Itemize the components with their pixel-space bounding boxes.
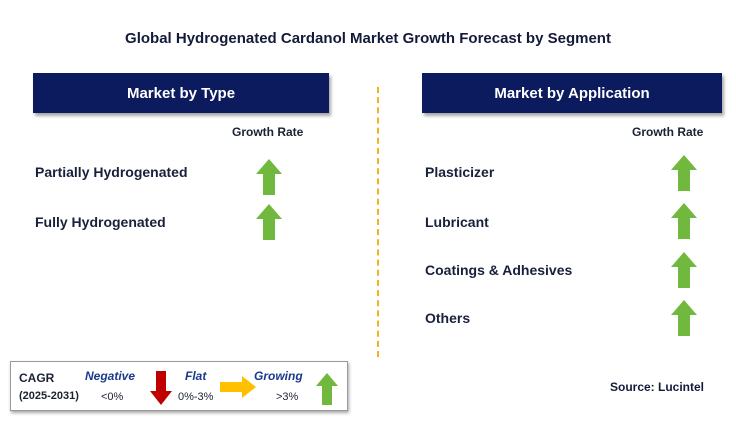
up-arrow-icon xyxy=(671,252,697,288)
right-panel-header: Market by Application xyxy=(422,73,722,113)
page-title: Global Hydrogenated Cardanol Market Grow… xyxy=(125,30,611,47)
up-arrow-icon xyxy=(671,300,697,336)
right-item-label-3: Others xyxy=(425,310,471,326)
left-item-label-1: Fully Hydrogenated xyxy=(35,214,166,230)
right-item-label-1: Lubricant xyxy=(425,214,489,230)
up-arrow-icon xyxy=(671,155,697,191)
up-arrow-icon xyxy=(256,204,282,240)
legend-period: (2025-2031) xyxy=(19,390,79,402)
legend-flat-label: Flat xyxy=(185,369,207,383)
up-arrow-icon xyxy=(256,159,282,195)
panel-divider xyxy=(377,87,379,357)
legend-negative-label: Negative xyxy=(85,369,136,383)
legend-growing-range: >3% xyxy=(276,391,299,403)
up-arrow-icon xyxy=(316,373,338,405)
up-arrow-icon xyxy=(671,203,697,239)
source-note: Source: Lucintel xyxy=(610,380,705,394)
legend-growing-label: Growing xyxy=(254,369,303,383)
left-item-label-0: Partially Hydrogenated xyxy=(35,164,188,180)
legend-cagr-label: CAGR xyxy=(19,371,55,385)
right-item-label-2: Coatings & Adhesives xyxy=(425,262,573,278)
cagr-legend: CAGR (2025-2031) Negative <0% Flat 0%-3%… xyxy=(10,361,348,411)
left-growth-rate-label: Growth Rate xyxy=(232,125,304,139)
right-growth-rate-label: Growth Rate xyxy=(632,125,704,139)
legend-negative-range: <0% xyxy=(101,391,124,403)
right-arrow-icon xyxy=(220,376,256,398)
down-arrow-icon xyxy=(150,371,172,405)
right-item-label-0: Plasticizer xyxy=(425,164,495,180)
legend-flat-range: 0%-3% xyxy=(178,391,214,403)
left-panel-header: Market by Type xyxy=(33,73,329,113)
